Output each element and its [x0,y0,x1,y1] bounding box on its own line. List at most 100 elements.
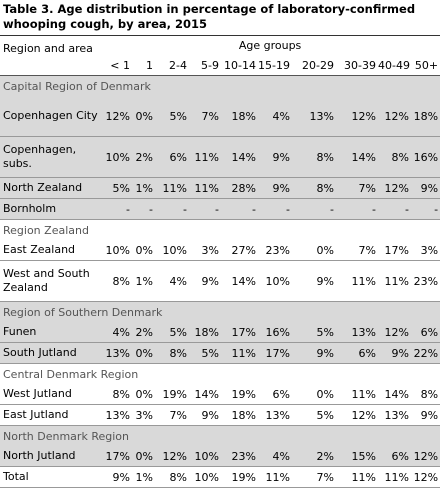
percentage-cell: - [155,198,189,220]
percentage-cell: 11% [336,466,378,488]
percentage-cell: 8% [155,466,189,488]
age-col-header: 20-29 [292,55,336,76]
area-name-text: East Jutland [3,408,69,421]
percentage-cell: 16% [258,322,292,343]
percentage-cell: 5% [189,342,221,364]
percentage-cell: 1% [132,260,155,302]
percentage-cell: 9% [100,466,132,488]
age-col-header: 2-4 [155,55,189,76]
percentage-cell: 7% [155,404,189,426]
table-row: North Jutland 17% 0% 12% 10% 23% 4% 2% 15% 6% 12% [0,446,440,467]
percentage-cell: 8% [155,342,189,364]
percentage-cell: 9% [258,136,292,178]
percentage-cell: 11% [258,466,292,488]
percentage-cell: 28% [221,177,258,199]
percentage-cell: 3% [411,240,440,261]
percentage-cell: 11% [336,384,378,405]
age-col-header: 10-14 [221,55,258,76]
table-row: East Zealand 10% 0% 10% 3% 27% 23% 0% 7% 17% 3% [0,240,440,261]
percentage-cell: 0% [132,240,155,261]
percentage-cell: 4% [258,96,292,137]
area-name: North Jutland [0,446,100,467]
age-col-header: 30-39 [336,55,378,76]
area-name-text: East Zealand [3,243,76,256]
percentage-cell: 6% [258,384,292,405]
age-col-header: 40-49 [378,55,411,76]
table-row: Bornholm - - - - - - - - - - [0,198,440,220]
area-name-text: Total [3,470,29,483]
percentage-cell: - [189,198,221,220]
percentage-cell: - [258,198,292,220]
percentage-cell: 14% [221,136,258,178]
percentage-cell: 6% [378,446,411,467]
region-label: Capital Region of Denmark [0,75,440,96]
region-header-row: Region Zealand [0,220,440,241]
percentage-cell: 11% [189,136,221,178]
percentage-cell: 7% [336,177,378,199]
area-name-text: West and South Zealand [3,267,90,294]
percentage-cell: 19% [221,466,258,488]
percentage-cell: 11% [189,177,221,199]
region-label: Central Denmark Region [3,367,139,381]
percentage-cell: 10% [100,136,132,178]
percentage-cell: - [378,198,411,220]
percentage-cell: 8% [411,384,440,405]
percentage-cell: 9% [292,260,336,302]
area-name-text: North Zealand [3,181,83,194]
percentage-cell: 12% [336,404,378,426]
percentage-cell: 6% [336,342,378,364]
region-area-header: Region and area [0,35,100,55]
percentage-cell: 14% [378,384,411,405]
percentage-cell: 0% [292,240,336,261]
header-row-1: Region and area Age groups [0,35,440,55]
percentage-cell: 14% [336,136,378,178]
percentage-cell: 13% [292,96,336,137]
percentage-cell: 6% [411,322,440,343]
area-name: East Zealand [0,240,100,261]
percentage-cell: 9% [258,177,292,199]
table-row: Copenhagen, subs. 10% 2% 6% 11% 14% 9% 8% 14% 8% 1… [0,136,440,178]
age-col-header: 5-9 [189,55,221,76]
percentage-cell: 27% [221,240,258,261]
percentage-cell: 14% [221,260,258,302]
percentage-cell: 9% [411,404,440,426]
age-groups-header: Age groups [100,35,440,55]
percentage-cell: 17% [258,342,292,364]
area-name-text: Copenhagen, subs. [3,143,77,170]
area-name: Funen [0,322,100,343]
percentage-cell: 12% [411,466,440,488]
area-name: North Zealand [0,177,100,199]
table-row: West Jutland 8% 0% 19% 14% 19% 6% 0% 11% 14% 8% [0,384,440,405]
percentage-cell: 12% [411,446,440,467]
table-row: Copenhagen City 12% 0% 5% 7% 18% 4% 13% 12% 12% 18… [0,96,440,137]
area-name-text: West Jutland [3,387,72,400]
percentage-cell: 7% [189,96,221,137]
area-name: Copenhagen, subs. [0,136,100,178]
percentage-cell: 19% [221,384,258,405]
age-col-header: 15-19 [258,55,292,76]
region-label: Region Zealand [3,223,89,237]
percentage-cell: 6% [155,136,189,178]
region-label: North Denmark Region [0,425,440,446]
percentage-cell: 8% [292,177,336,199]
percentage-cell: 4% [155,260,189,302]
percentage-cell: - [132,198,155,220]
percentage-cell: 5% [100,177,132,199]
table-row: Funen 4% 2% 5% 18% 17% 16% 5% 13% 12% 6% [0,322,440,343]
percentage-cell: 10% [189,466,221,488]
percentage-cell: - [221,198,258,220]
percentage-cell: 11% [155,177,189,199]
percentage-cell: 8% [378,136,411,178]
percentage-cell: 13% [378,404,411,426]
percentage-cell: 17% [100,446,132,467]
percentage-cell: 9% [292,342,336,364]
percentage-cell: - [336,198,378,220]
percentage-cell: 7% [336,240,378,261]
area-name-text: North Jutland [3,449,76,462]
total-row: Total 9% 1% 8% 10% 19% 11% 7% 11% 11% 12% [0,466,440,488]
percentage-cell: 10% [189,446,221,467]
percentage-cell: 9% [378,342,411,364]
area-name-text: Funen [3,325,37,338]
percentage-cell: 3% [189,240,221,261]
